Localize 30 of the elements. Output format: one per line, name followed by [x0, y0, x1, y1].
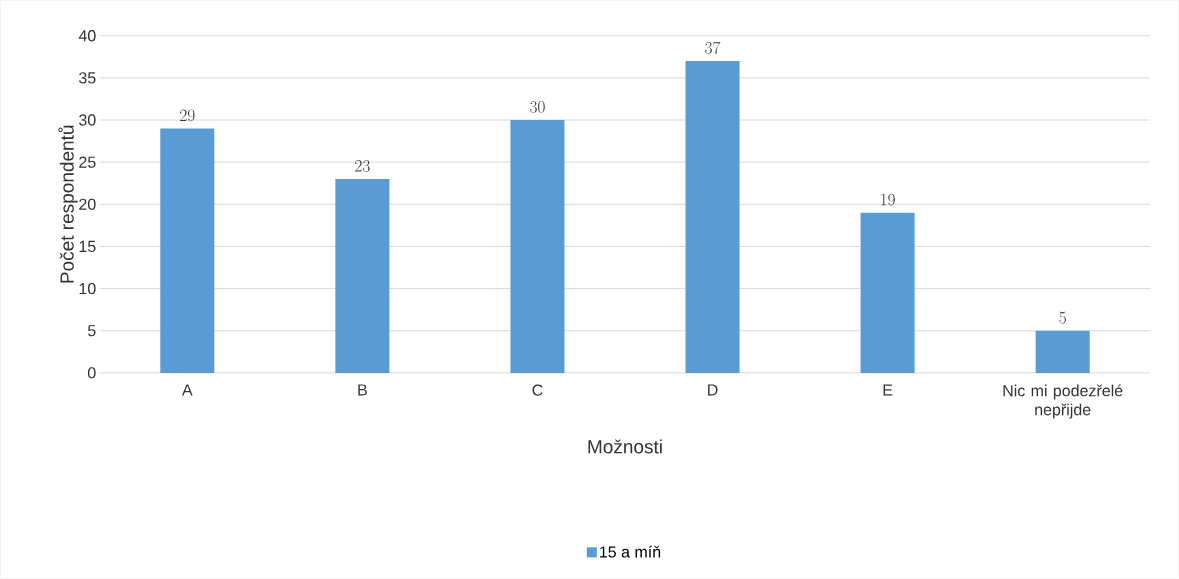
bar	[510, 120, 565, 374]
x-tick-label: C	[532, 384, 543, 396]
bar	[860, 212, 915, 374]
y-tick-label: 5	[87, 325, 96, 337]
data-label: 37	[705, 41, 721, 54]
bar	[1035, 330, 1090, 374]
bar	[335, 179, 390, 374]
data-label: 5	[1059, 311, 1066, 324]
y-tick-label: 35	[79, 72, 96, 84]
y-tick-label: 0	[87, 367, 96, 379]
y-axis-title: Počet respondentů	[58, 125, 78, 283]
legend-label: 15 a míň	[600, 545, 661, 558]
data-label: 30	[530, 101, 545, 113]
y-tick-label: 40	[78, 30, 96, 42]
y-tick-label: 20	[79, 198, 96, 211]
y-tick-label: 15	[79, 241, 96, 253]
y-tick-label: 25	[79, 156, 96, 168]
bar	[685, 61, 740, 374]
y-tick-label: 30	[79, 114, 96, 126]
y-tick-label: 10	[79, 283, 96, 295]
x-tick-label: B	[358, 384, 367, 396]
data-label: 29	[180, 109, 195, 122]
data-label: 23	[355, 160, 370, 172]
x-tick-label: Nic mi podezřelé nepřijde	[1003, 384, 1123, 419]
x-tick-label: D	[708, 384, 718, 396]
x-tick-label: E	[883, 384, 893, 396]
bar	[160, 128, 215, 374]
x-tick-label: A	[181, 384, 193, 396]
x-axis-title: Možnosti	[588, 439, 662, 454]
data-label: 19	[881, 193, 895, 206]
